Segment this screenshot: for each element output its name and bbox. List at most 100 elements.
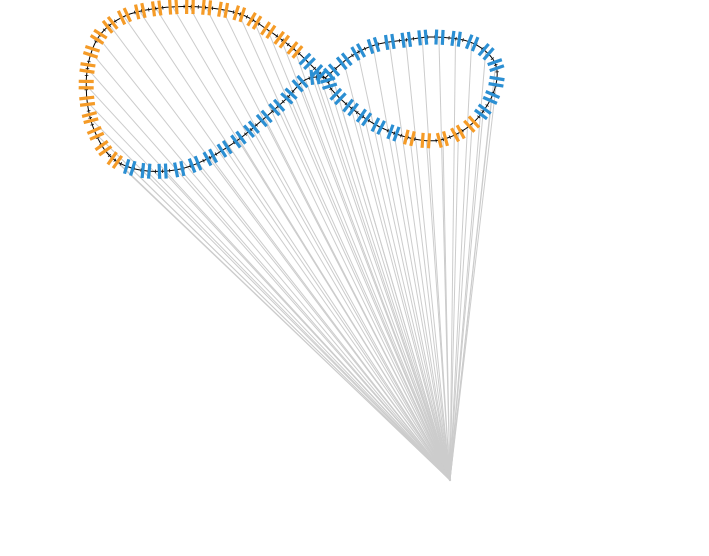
marker-bar	[82, 51, 99, 59]
double-bar-marker	[79, 95, 96, 107]
marker-bar	[320, 76, 336, 84]
curve-tick	[485, 104, 489, 107]
double-bar-marker	[81, 111, 99, 125]
ray-line	[288, 95, 451, 481]
marker-bar	[78, 86, 94, 90]
marker-bar	[207, 0, 213, 16]
ray-line	[318, 72, 451, 481]
double-bar-marker	[320, 76, 338, 90]
double-bar-marker	[386, 124, 401, 142]
curve-tick	[481, 110, 485, 113]
double-bar-marker	[202, 148, 219, 167]
curve-tick	[148, 7, 150, 12]
marker-bar	[442, 130, 449, 147]
curve-tick	[271, 109, 275, 113]
curve-tick	[113, 158, 117, 162]
marker-bar	[450, 30, 456, 46]
marker-bar	[230, 134, 242, 149]
ray-fan	[85, 6, 498, 481]
curve-tick	[442, 137, 444, 142]
curve-tick	[114, 19, 117, 23]
curve-tick	[357, 50, 360, 54]
double-bar-marker	[298, 52, 316, 71]
curve-tick	[208, 155, 212, 160]
curve-tick	[361, 115, 365, 119]
double-bar-marker	[185, 0, 195, 15]
marker-bar	[98, 145, 113, 157]
double-bar-marker	[150, 0, 163, 17]
marker-bar	[133, 4, 141, 20]
marker-bar	[366, 38, 375, 55]
marker-bar	[298, 52, 312, 66]
curve-tick	[232, 10, 235, 14]
marker-bar	[482, 47, 495, 61]
marker-bar	[187, 157, 197, 174]
marker-bar	[370, 117, 381, 133]
marker-bar	[426, 133, 432, 149]
double-bar-marker	[488, 75, 505, 88]
curve-tick	[286, 95, 290, 99]
double-bar-marker	[260, 21, 277, 40]
double-bar-marker	[450, 124, 466, 143]
ray-line	[85, 84, 451, 481]
marker-bar	[168, 0, 173, 15]
double-bar-marker	[116, 7, 132, 26]
marker-bar	[265, 24, 277, 40]
ray-line	[89, 117, 451, 481]
marker-bar	[238, 7, 247, 23]
double-bar-marker	[217, 1, 230, 19]
marker-bar	[94, 139, 109, 152]
ray-line	[328, 83, 451, 481]
double-bar-marker	[89, 28, 108, 45]
marker-bar	[434, 29, 439, 45]
curve-tick	[292, 47, 296, 51]
marker-bar	[333, 92, 347, 106]
marker-bar	[247, 120, 260, 134]
ray-line	[343, 61, 451, 481]
double-bar-marker	[420, 132, 432, 149]
ray-line	[251, 128, 451, 481]
ray-line	[267, 29, 451, 481]
curve-tick	[461, 128, 464, 133]
curve-tick	[254, 123, 258, 127]
double-bar-marker	[310, 64, 328, 82]
double-bar-marker	[400, 31, 413, 48]
double-bar-marker	[417, 29, 429, 46]
double-bar-marker	[187, 155, 203, 174]
ray-line	[123, 16, 451, 481]
curve-tick	[286, 42, 290, 47]
marker-bar	[111, 154, 124, 170]
marker-bar	[260, 109, 273, 124]
double-bar-marker	[242, 120, 260, 139]
marker-bar	[489, 75, 505, 82]
marker-bar	[80, 62, 96, 68]
curve-tick	[202, 158, 205, 163]
marker-bar	[450, 127, 461, 143]
marker-bar	[347, 102, 360, 117]
marker-bar	[329, 87, 343, 101]
ray-line	[95, 133, 451, 481]
curve-tick	[133, 10, 136, 15]
marker-bar	[260, 21, 272, 36]
double-bar-marker	[201, 0, 213, 16]
double-bar-marker	[273, 30, 291, 49]
curve-tick	[400, 133, 403, 138]
ray-line	[449, 111, 484, 481]
marker-bar	[327, 63, 341, 77]
curve-tick	[107, 154, 111, 158]
marker-bar	[146, 163, 152, 179]
marker-bar	[296, 74, 309, 89]
marker-bar	[185, 0, 189, 14]
marker-bar	[284, 87, 298, 100]
marker-bar	[174, 0, 179, 15]
marker-bar	[355, 108, 367, 123]
marker-bar	[268, 102, 281, 117]
double-bar-marker	[402, 129, 416, 147]
marker-bar	[489, 64, 505, 73]
marker-bar	[216, 143, 228, 158]
curve-tick	[493, 63, 498, 66]
marker-bar	[83, 117, 99, 125]
ray-line	[224, 148, 451, 481]
double-bar-marker	[473, 103, 492, 121]
